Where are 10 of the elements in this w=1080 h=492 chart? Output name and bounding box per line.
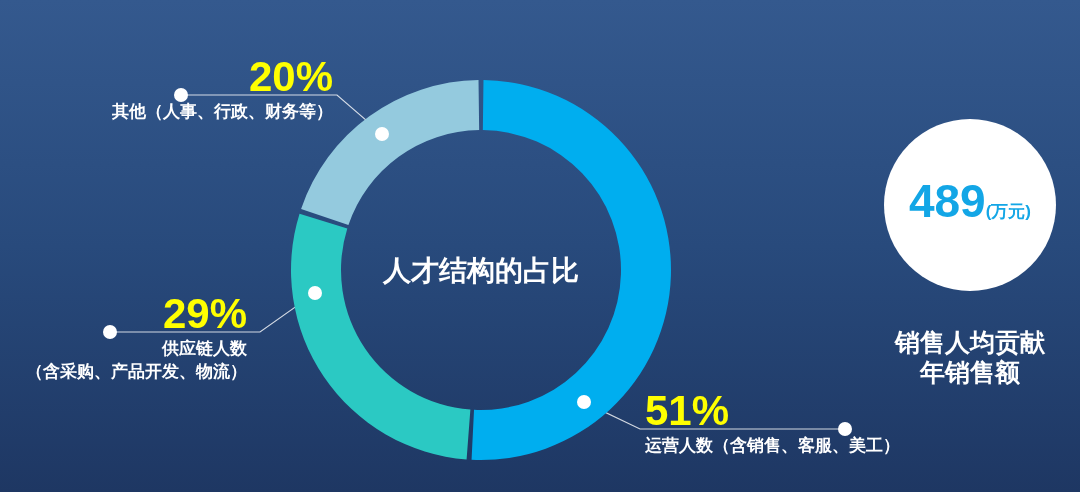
slice-label: 运营人数（含销售、客服、美工） <box>644 436 900 455</box>
slice-label: 其他（人事、行政、财务等） <box>111 102 333 121</box>
text: 489 <box>908 175 986 227</box>
data-label: 20% <box>248 52 333 100</box>
text: 销售人均贡献年销售额 <box>893 327 1046 387</box>
text: 人才结构的占比 <box>382 254 579 286</box>
slice-label: 供应链人数（含采购、产品开发、物流） <box>26 339 248 381</box>
text: (万元) <box>985 202 1032 221</box>
data-label: 29% <box>162 289 247 337</box>
data-label: 51% <box>645 386 730 434</box>
